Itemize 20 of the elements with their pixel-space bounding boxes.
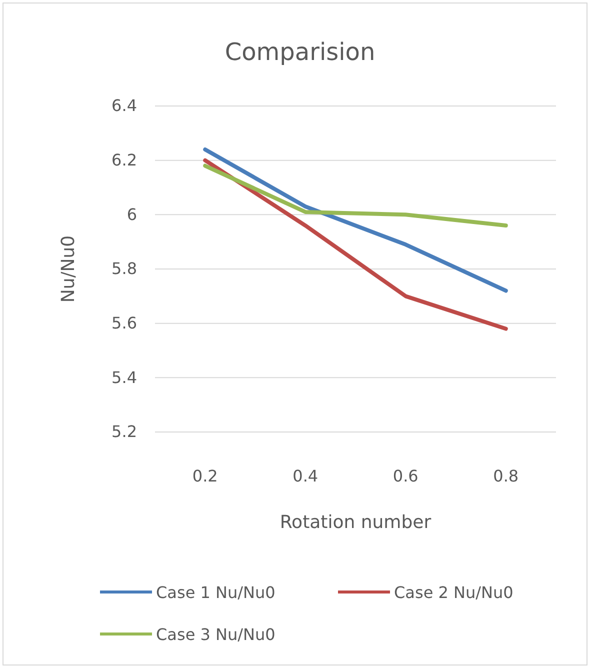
x-tick-label: 0.6 <box>392 466 418 486</box>
y-tick-label: 6.2 <box>112 150 137 170</box>
y-tick-label: 5.8 <box>112 259 137 278</box>
y-tick-label: 6 <box>126 204 137 224</box>
line-series <box>203 147 508 293</box>
chart-title: Comparision <box>224 38 376 66</box>
legend-label: Case 2 Nu/Nu0 <box>394 583 514 602</box>
x-tick-label: 0.2 <box>192 466 218 486</box>
x-tick-label: 0.4 <box>292 466 318 486</box>
y-axis-title: Nu/Nu0 <box>58 235 79 303</box>
legend-label: Case 1 Nu/Nu0 <box>156 583 276 602</box>
x-tick-label: 0.8 <box>493 466 519 486</box>
legend-label: Case 3 Nu/Nu0 <box>156 625 276 644</box>
y-tick-label: 5.2 <box>112 422 137 442</box>
y-tick-label: 5.6 <box>112 313 137 332</box>
line-series <box>203 158 508 331</box>
y-tick-label: 6.4 <box>112 96 137 116</box>
x-axis-title: Rotation number <box>280 512 432 533</box>
y-tick-label: 5.4 <box>112 368 137 387</box>
line-series <box>203 164 508 228</box>
